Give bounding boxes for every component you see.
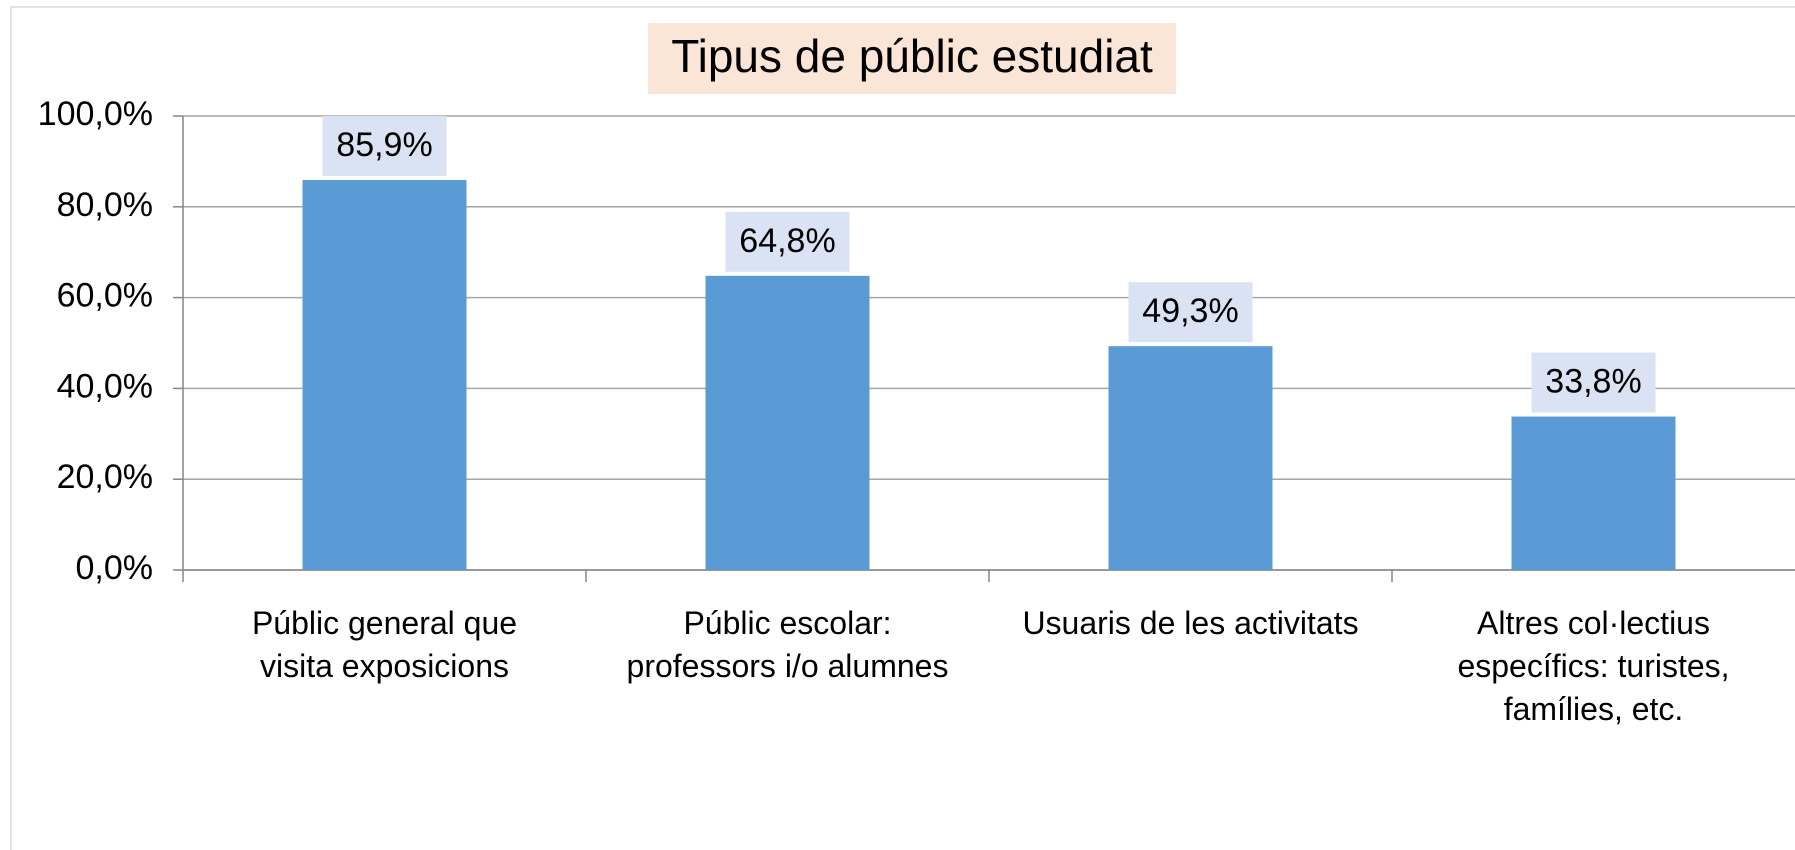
y-tick-label: 100,0%	[38, 95, 153, 133]
value-label-box	[322, 116, 447, 177]
bar	[1108, 346, 1273, 570]
y-tick-label: 80,0%	[57, 186, 153, 224]
bar	[302, 180, 467, 571]
value-label: 85,9%	[336, 126, 432, 164]
chart-frame	[10, 6, 1795, 850]
y-tick-label: 20,0%	[57, 458, 153, 496]
y-tick-label: 0,0%	[76, 549, 154, 587]
x-tick-label: Públic general que visita exposicions	[251, 605, 518, 685]
value-label-box	[1531, 352, 1656, 413]
x-tick-label: Usuaris de les activitats	[1022, 605, 1359, 641]
chart-title: Tipus de públic estudiat	[671, 30, 1153, 82]
y-tick-label: 60,0%	[57, 277, 153, 315]
value-label-box	[725, 211, 850, 272]
title-box	[648, 23, 1176, 94]
value-label: 49,3%	[1142, 292, 1238, 330]
x-tick-label: Altres col·lectius específics: turistes,…	[1457, 605, 1730, 728]
y-tick-label: 40,0%	[57, 367, 153, 405]
value-label-box	[1128, 282, 1253, 343]
x-tick-label: Públic escolar: professors i/o alumnes	[626, 605, 949, 685]
bar	[1511, 416, 1676, 570]
value-label: 33,8%	[1545, 363, 1641, 401]
bar	[705, 275, 870, 570]
value-label: 64,8%	[739, 222, 835, 260]
